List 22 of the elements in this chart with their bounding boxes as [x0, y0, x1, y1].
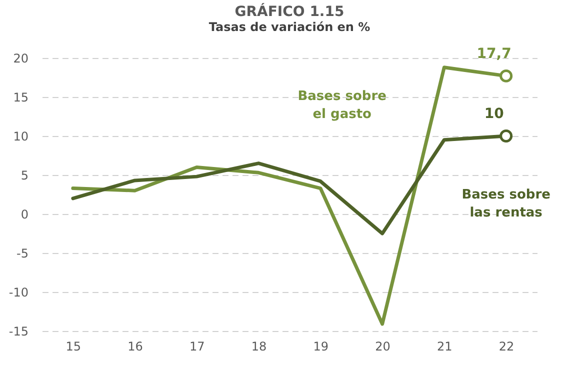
x-tick-label: 17 [190, 340, 205, 354]
data-label: 10 [484, 106, 504, 122]
y-tick-label: 5 [20, 168, 28, 182]
x-tick-label: 21 [437, 340, 452, 354]
chart-subtitle: Tasas de variación en % [208, 20, 370, 34]
x-tick-label: 15 [66, 340, 82, 354]
y-tick-label: 15 [13, 90, 28, 104]
text: Bases sobre el gasto [298, 89, 387, 122]
x-tick-label: 20 [375, 340, 390, 354]
y-tick-label: -15 [8, 324, 28, 338]
chart-title: GRÁFICO 1.15 [234, 2, 344, 20]
x-tick-label: 19 [313, 340, 329, 354]
x-tick-label: 16 [128, 340, 143, 354]
text: Bases sobre las rentas [462, 188, 551, 220]
data-label: 17,7 [476, 46, 512, 62]
y-tick-label: 0 [20, 208, 28, 222]
y-tick-label: -5 [16, 246, 28, 260]
x-tick-label: 18 [251, 340, 267, 354]
y-tick-label: 10 [13, 130, 28, 144]
y-tick-label: -10 [8, 286, 28, 300]
y-tick-label: 20 [13, 52, 28, 66]
x-tick-label: 22 [498, 340, 514, 354]
